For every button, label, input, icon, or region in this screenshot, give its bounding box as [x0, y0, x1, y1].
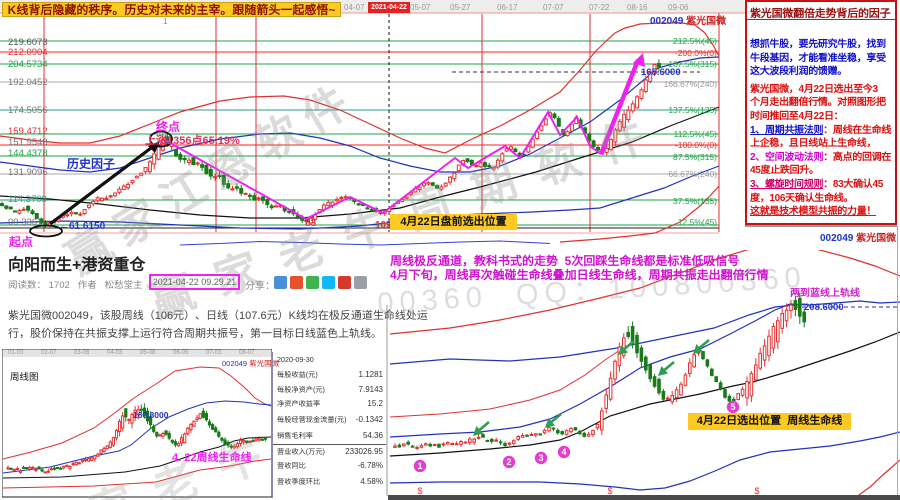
- svg-text:3: 3: [538, 453, 543, 463]
- svg-text:$: $: [417, 486, 422, 496]
- svg-text:4: 4: [561, 447, 566, 457]
- svg-text:$: $: [754, 486, 759, 496]
- svg-text:5: 5: [730, 402, 735, 412]
- svg-text:2: 2: [506, 457, 511, 467]
- svg-text:1: 1: [417, 461, 422, 471]
- svg-text:$: $: [607, 486, 612, 496]
